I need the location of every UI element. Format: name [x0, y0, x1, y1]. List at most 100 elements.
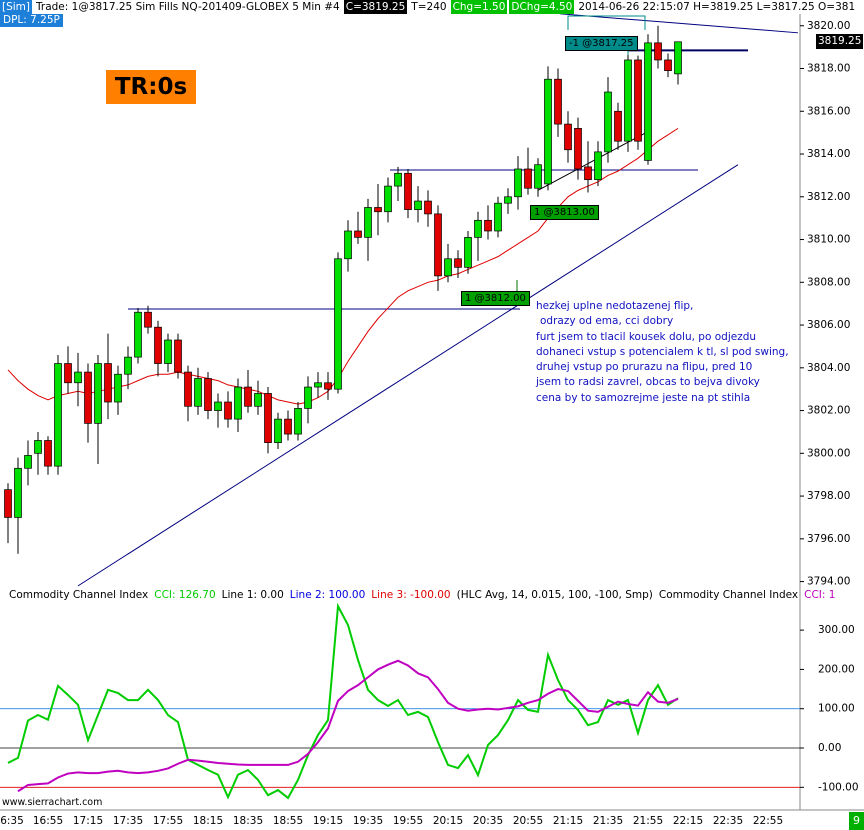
y-tick-label: 3816.00: [807, 105, 850, 117]
y-tick-label: 3804.00: [807, 362, 850, 374]
candle-body: [674, 41, 682, 75]
legend-item: Commodity Channel Index: [9, 589, 149, 601]
y-tick-label: 3794.00: [807, 576, 850, 588]
candle-body: [354, 230, 362, 238]
legend-item: Line 3: -100.00: [371, 589, 451, 601]
x-tick-label: 21:35: [593, 815, 623, 827]
candle-body: [184, 371, 192, 407]
x-tick-label: 17:15: [73, 815, 103, 827]
y-tick-label: 3810.00: [807, 234, 850, 246]
x-tick-label: 16:55: [33, 815, 63, 827]
candle-body: [274, 418, 282, 443]
candle-body: [4, 489, 12, 518]
candle-body: [174, 339, 182, 373]
candle-body: [584, 166, 592, 181]
y-tick-label: 3802.00: [807, 405, 850, 417]
candle-body: [134, 311, 142, 358]
x-tick-label: 21:15: [553, 815, 583, 827]
candle-body: [144, 311, 152, 328]
header-dchg: DChg=4.50: [509, 0, 575, 14]
x-tick-label: 17:55: [153, 815, 183, 827]
candle-body: [304, 386, 312, 409]
trade-label: 1 @3812.00: [461, 291, 530, 306]
x-tick-label: 20:55: [513, 815, 543, 827]
note-line: hezkej uplne nedotazenej flip,: [536, 300, 694, 312]
y-tick-label: 200.00: [818, 663, 855, 675]
x-tick-label: 19:15: [313, 815, 343, 827]
note-line: druhej vstup po prurazu na flipu, pred 1…: [536, 361, 753, 374]
y-tick-label: 3812.00: [807, 191, 850, 203]
last-price-label: 3819.25: [816, 33, 864, 49]
x-tick-label: 22:55: [753, 815, 783, 827]
x-tick-label: 19:35: [353, 815, 383, 827]
candle-body: [534, 164, 542, 189]
candle-body: [364, 207, 372, 238]
candle-body: [104, 363, 112, 403]
candle-body: [384, 185, 392, 213]
candle-body: [114, 373, 122, 403]
candle-body: [554, 78, 562, 125]
note-line: dohaneci vstup s potencialem k tl, sl po…: [536, 345, 789, 358]
cci-legend: Commodity Channel Index CCI: 126.70 Line 1…: [9, 588, 864, 602]
x-tick-label: 20:15: [433, 815, 463, 827]
legend-item: Line 2: 100.00: [289, 589, 366, 601]
header-bar: [Sim] Trade: 1@3817.25 Sim Fills NQ-2014…: [0, 0, 864, 14]
axes: 3794.00 3796.00 3798.00 3800.00 3802.00 3804.…: [0, 20, 858, 827]
candle-body: [444, 258, 452, 277]
y-tick-label: 3798.00: [807, 490, 850, 502]
trade-connector: [567, 15, 646, 30]
candle-body: [414, 200, 422, 210]
legend-item: (HLC Avg, 14, 0.015, 100, -100, Smp): [456, 589, 653, 601]
y-tick-label: 300.00: [818, 624, 855, 636]
candle-body: [34, 440, 42, 454]
footer: www.sierrachart.com: [2, 797, 103, 808]
candle-body: [64, 363, 72, 384]
y-tick-label: 3800.00: [807, 447, 850, 459]
note-line: cena by to samozrejme jeste na pt stihla: [536, 391, 751, 404]
candle-body: [234, 386, 242, 420]
candle-body: [344, 230, 352, 260]
candle-body: [214, 401, 222, 411]
y-tick-label: 3818.00: [807, 63, 850, 75]
trend-line: [537, 130, 651, 191]
x-tick-label: 18:55: [273, 815, 303, 827]
x-tick-label: 22:15: [673, 815, 703, 827]
header-chg: Chg=1.50: [450, 0, 508, 14]
candle-body: [664, 59, 672, 72]
x-tick-label: 20:35: [473, 815, 503, 827]
candle-body: [564, 123, 572, 151]
candle-body: [374, 207, 382, 213]
legend-item: Commodity Channel Index: [658, 589, 799, 601]
y-tick-label: 3814.00: [807, 148, 850, 160]
header-ticks: T=240: [411, 1, 447, 13]
candle-body: [334, 258, 342, 390]
x-tick-label: 19:55: [393, 815, 423, 827]
header-info: Trade: 1@3817.25 Sim Fills NQ-201409-GLO…: [36, 1, 340, 13]
x-tick-label: 17:35: [113, 815, 143, 827]
candle-body: [614, 110, 622, 142]
candle-body: [574, 128, 582, 170]
candle-body: [464, 237, 472, 268]
legend-item: CCI: 126.70: [154, 589, 216, 601]
legend-item: CCI: 1: [804, 589, 836, 601]
y-tick-label: 3796.00: [807, 533, 850, 545]
candle-body: [504, 196, 512, 204]
x-tick-label: 22:35: [713, 815, 743, 827]
x-tick-label: 18:15: [193, 815, 223, 827]
header-stamp: 2014-06-26 22:15:07 H=3819.25 L=3817.25 …: [578, 1, 856, 13]
candle-body: [524, 168, 532, 189]
candle-body: [84, 371, 92, 424]
candle-body: [294, 408, 302, 435]
corner-tag: 9: [849, 812, 864, 830]
candle-body: [324, 382, 332, 390]
x-tick-label: 18:35: [233, 815, 263, 827]
candle-body: [154, 326, 162, 364]
dpl: DPL: 7.25P: [0, 14, 63, 27]
note-line: odrazy od ema, cci dobry: [540, 315, 674, 328]
legend-item: Line 1: 0.00: [221, 589, 284, 601]
cci-panel: [0, 603, 800, 800]
candle-body: [644, 42, 652, 161]
header-close: C=3819.25: [343, 0, 408, 14]
